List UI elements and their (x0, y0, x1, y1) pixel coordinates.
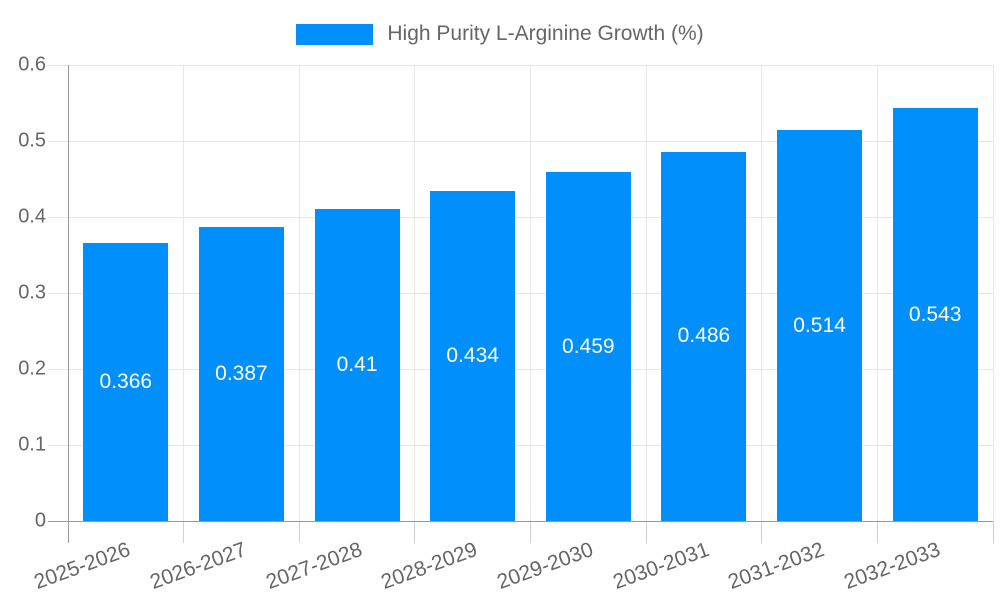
bar-value-label: 0.459 (562, 334, 615, 358)
bar-value-label: 0.514 (793, 313, 846, 337)
bar[interactable] (777, 130, 863, 521)
bar[interactable] (661, 151, 747, 521)
x-gridline (761, 65, 763, 521)
x-tick (183, 521, 185, 543)
x-gridline (183, 65, 185, 521)
y-gridline (48, 216, 993, 218)
bar-value-label: 0.543 (908, 302, 962, 326)
y-axis-label: 0 (34, 509, 46, 532)
x-gridline (645, 65, 647, 521)
bar[interactable] (198, 226, 284, 521)
x-axis-label: 2028-2029 (378, 538, 481, 594)
bar[interactable] (430, 191, 516, 521)
y-gridline (48, 140, 993, 142)
y-axis-label: 0.4 (18, 205, 46, 228)
bar-value-label: 0.366 (99, 369, 153, 393)
y-axis-label: 0.6 (18, 53, 46, 76)
bar-value-label: 0.486 (677, 324, 731, 348)
x-gridline (530, 65, 531, 521)
bar-value-label: 0.41 (336, 353, 378, 377)
x-gridline (876, 65, 878, 521)
y-gridline (48, 64, 993, 66)
legend-label: High Purity L-Arginine Growth (%) (387, 22, 704, 45)
x-axis-label: 2032-2033 (840, 538, 944, 594)
x-axis-label: 2026-2027 (147, 538, 250, 594)
x-tick (414, 521, 416, 543)
y-axis-label: 0.3 (18, 281, 46, 304)
bar-value-label: 0.434 (446, 344, 499, 368)
legend-swatch (296, 23, 374, 45)
x-tick (761, 521, 763, 543)
x-axis-line (48, 520, 993, 522)
y-axis-label: 0.1 (18, 433, 46, 456)
x-axis-label: 2029-2030 (493, 538, 597, 594)
y-axis-label: 0.5 (18, 129, 46, 152)
x-axis-label: 2027-2028 (262, 538, 365, 594)
legend-item[interactable]: High Purity L-Arginine Growth (%) (0, 23, 1000, 45)
bar[interactable] (545, 172, 631, 521)
x-tick (530, 521, 531, 543)
x-gridline (298, 65, 300, 521)
bar[interactable] (892, 108, 978, 521)
bar-value-label: 0.387 (215, 361, 268, 385)
x-tick (298, 521, 300, 543)
y-axis-line (67, 65, 69, 543)
y-gridline (48, 368, 993, 370)
x-axis-label: 2025-2026 (31, 538, 134, 594)
bar[interactable] (83, 242, 169, 521)
x-axis-label: 2031-2032 (725, 538, 828, 594)
y-gridline (48, 444, 993, 446)
x-tick (876, 521, 878, 543)
x-axis-label: 2030-2031 (609, 538, 712, 594)
x-tick (992, 521, 994, 543)
x-gridline (992, 65, 994, 521)
x-tick (645, 521, 647, 543)
x-gridline (414, 65, 416, 521)
y-gridline (48, 292, 993, 294)
y-axis-label: 0.2 (18, 357, 46, 380)
bar[interactable] (314, 209, 400, 521)
